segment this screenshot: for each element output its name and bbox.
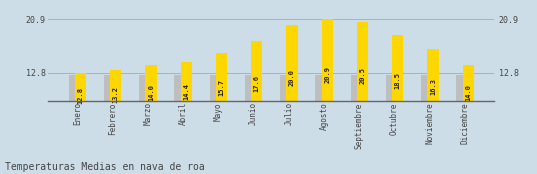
Text: 14.4: 14.4 bbox=[183, 83, 189, 100]
Bar bbox=[456, 74, 468, 157]
Bar bbox=[286, 25, 297, 157]
Text: 14.0: 14.0 bbox=[465, 84, 471, 101]
Bar bbox=[180, 62, 192, 157]
Text: 20.0: 20.0 bbox=[289, 69, 295, 86]
Text: 17.6: 17.6 bbox=[253, 75, 260, 92]
Bar bbox=[351, 74, 362, 157]
Text: 16.3: 16.3 bbox=[430, 78, 436, 95]
Text: 15.7: 15.7 bbox=[219, 79, 224, 96]
Bar bbox=[216, 53, 227, 157]
Text: 12.8: 12.8 bbox=[77, 87, 83, 104]
Bar bbox=[104, 74, 115, 157]
Bar bbox=[146, 65, 157, 157]
Bar bbox=[251, 41, 262, 157]
Bar bbox=[69, 74, 80, 157]
Bar bbox=[462, 65, 474, 157]
Bar bbox=[175, 74, 186, 157]
Bar bbox=[427, 49, 439, 157]
Bar bbox=[209, 74, 221, 157]
Bar bbox=[386, 74, 397, 157]
Text: 14.0: 14.0 bbox=[148, 84, 154, 101]
Bar bbox=[421, 74, 432, 157]
Bar bbox=[280, 74, 292, 157]
Text: 13.2: 13.2 bbox=[113, 86, 119, 103]
Bar bbox=[139, 74, 150, 157]
Text: 20.9: 20.9 bbox=[324, 66, 330, 83]
Bar bbox=[392, 35, 403, 157]
Text: Temperaturas Medias en nava de roa: Temperaturas Medias en nava de roa bbox=[5, 162, 205, 172]
Bar bbox=[315, 74, 326, 157]
Bar bbox=[110, 70, 121, 157]
Bar bbox=[75, 73, 86, 157]
Bar bbox=[245, 74, 256, 157]
Text: 20.5: 20.5 bbox=[359, 67, 365, 84]
Bar bbox=[357, 22, 368, 157]
Text: 18.5: 18.5 bbox=[395, 72, 401, 89]
Bar bbox=[322, 19, 333, 157]
